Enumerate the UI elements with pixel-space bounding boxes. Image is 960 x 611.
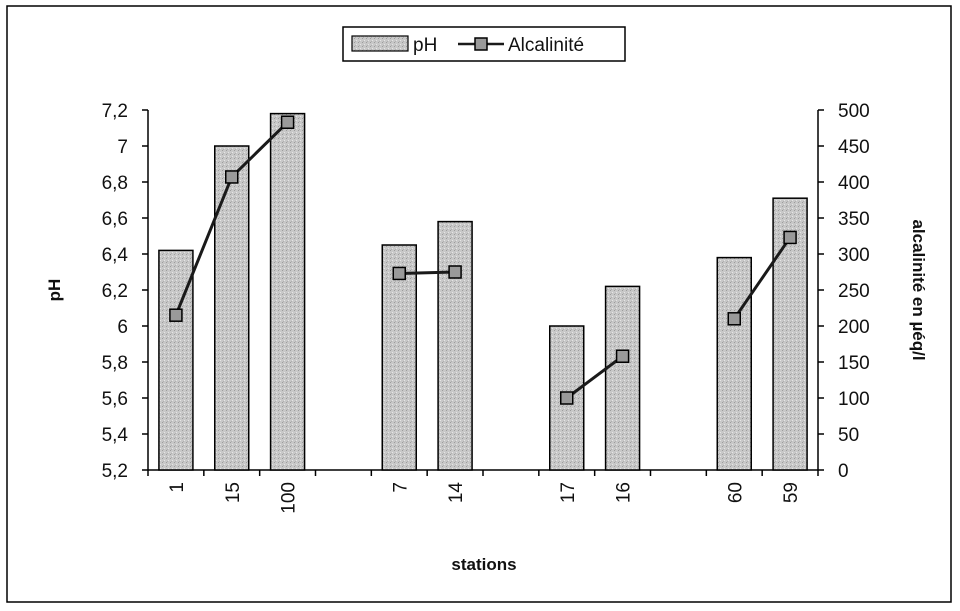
alcalinite-marker <box>392 266 406 281</box>
y-right-tick-label: 350 <box>838 209 870 230</box>
alcalinite-marker <box>280 115 295 129</box>
y-right-tick-label: 0 <box>838 461 849 482</box>
x-axis-title: stations <box>451 555 516 574</box>
chart-frame <box>6 5 952 603</box>
y-left-tick-label: 5,6 <box>102 389 128 410</box>
y-left-tick-label: 5,8 <box>102 353 128 374</box>
legend-swatch-ph <box>351 35 409 52</box>
alcalinite-line-segment <box>733 236 792 320</box>
legend-label-ph: pH <box>413 35 437 56</box>
alcalinite-marker <box>225 170 239 184</box>
y-axis-right-title: alcalinité en µéq/l <box>909 219 928 360</box>
alcalinite-marker <box>783 230 797 245</box>
y-right-tick-label: 250 <box>838 281 870 302</box>
ph-bar <box>269 112 306 471</box>
alcalinite-marker <box>169 308 183 322</box>
x-tick-label: 59 <box>781 482 802 503</box>
alcalinite-marker <box>615 349 630 363</box>
legend: pH Alcalinité <box>342 26 626 62</box>
y-right-tick-label: 450 <box>838 137 870 158</box>
legend-marker-alcalinite <box>474 37 488 51</box>
y-left-tick-label: 6,2 <box>102 281 128 302</box>
ph-bar <box>716 256 752 471</box>
ph-bar <box>214 145 250 471</box>
y-left-tick-label: 5,4 <box>102 425 129 446</box>
ph-bars <box>158 112 808 471</box>
x-tick-label: 16 <box>614 482 635 503</box>
y-right-tick-label: 150 <box>838 353 870 374</box>
legend-label-alcalinite: Alcalinité <box>508 35 584 56</box>
alcalinite-marker <box>560 391 574 405</box>
x-tick-label: 100 <box>279 482 300 514</box>
ph-bar <box>604 285 641 471</box>
ph-bar <box>381 244 417 471</box>
alcalinite-marker <box>448 265 462 279</box>
y-left-tick-label: 6,4 <box>102 245 129 266</box>
y-right-tick-label: 200 <box>838 317 870 338</box>
x-tick-label: 1 <box>167 482 188 493</box>
x-axis-ticks: 1 15 100 7 14 17 16 60 59 <box>147 470 819 514</box>
x-tick-label: 17 <box>558 482 579 503</box>
x-tick-label: 15 <box>223 482 244 503</box>
alcalinite-markers <box>169 115 797 405</box>
alcalinite-line-segment <box>565 355 624 400</box>
y-left-tick-label: 6,8 <box>102 173 128 194</box>
y-left-tick-label: 5,2 <box>102 461 128 482</box>
y-axis-left-ticks: 7,2 7 6,8 6,6 6,4 6,2 6 5,8 5,6 5,4 5,2 <box>102 101 148 482</box>
y-left-tick-label: 6,6 <box>102 209 128 230</box>
ph-bar <box>437 220 473 471</box>
y-right-tick-label: 400 <box>838 173 870 194</box>
y-right-tick-label: 300 <box>838 245 870 266</box>
y-left-tick-label: 6 <box>117 317 128 338</box>
x-tick-label: 14 <box>446 482 467 504</box>
x-tick-label: 60 <box>725 482 746 503</box>
y-right-tick-label: 500 <box>838 101 870 122</box>
alcalinite-line-segment <box>399 270 456 275</box>
y-left-tick-label: 7,2 <box>102 101 128 122</box>
y-left-tick-label: 7 <box>117 137 128 158</box>
y-right-tick-label: 50 <box>838 425 859 446</box>
alcalinite-marker <box>727 312 741 326</box>
alcalinite-line <box>174 121 792 400</box>
y-axis-left-title: pH <box>45 279 64 302</box>
y-right-tick-label: 100 <box>838 389 870 410</box>
x-tick-label: 7 <box>390 482 411 493</box>
